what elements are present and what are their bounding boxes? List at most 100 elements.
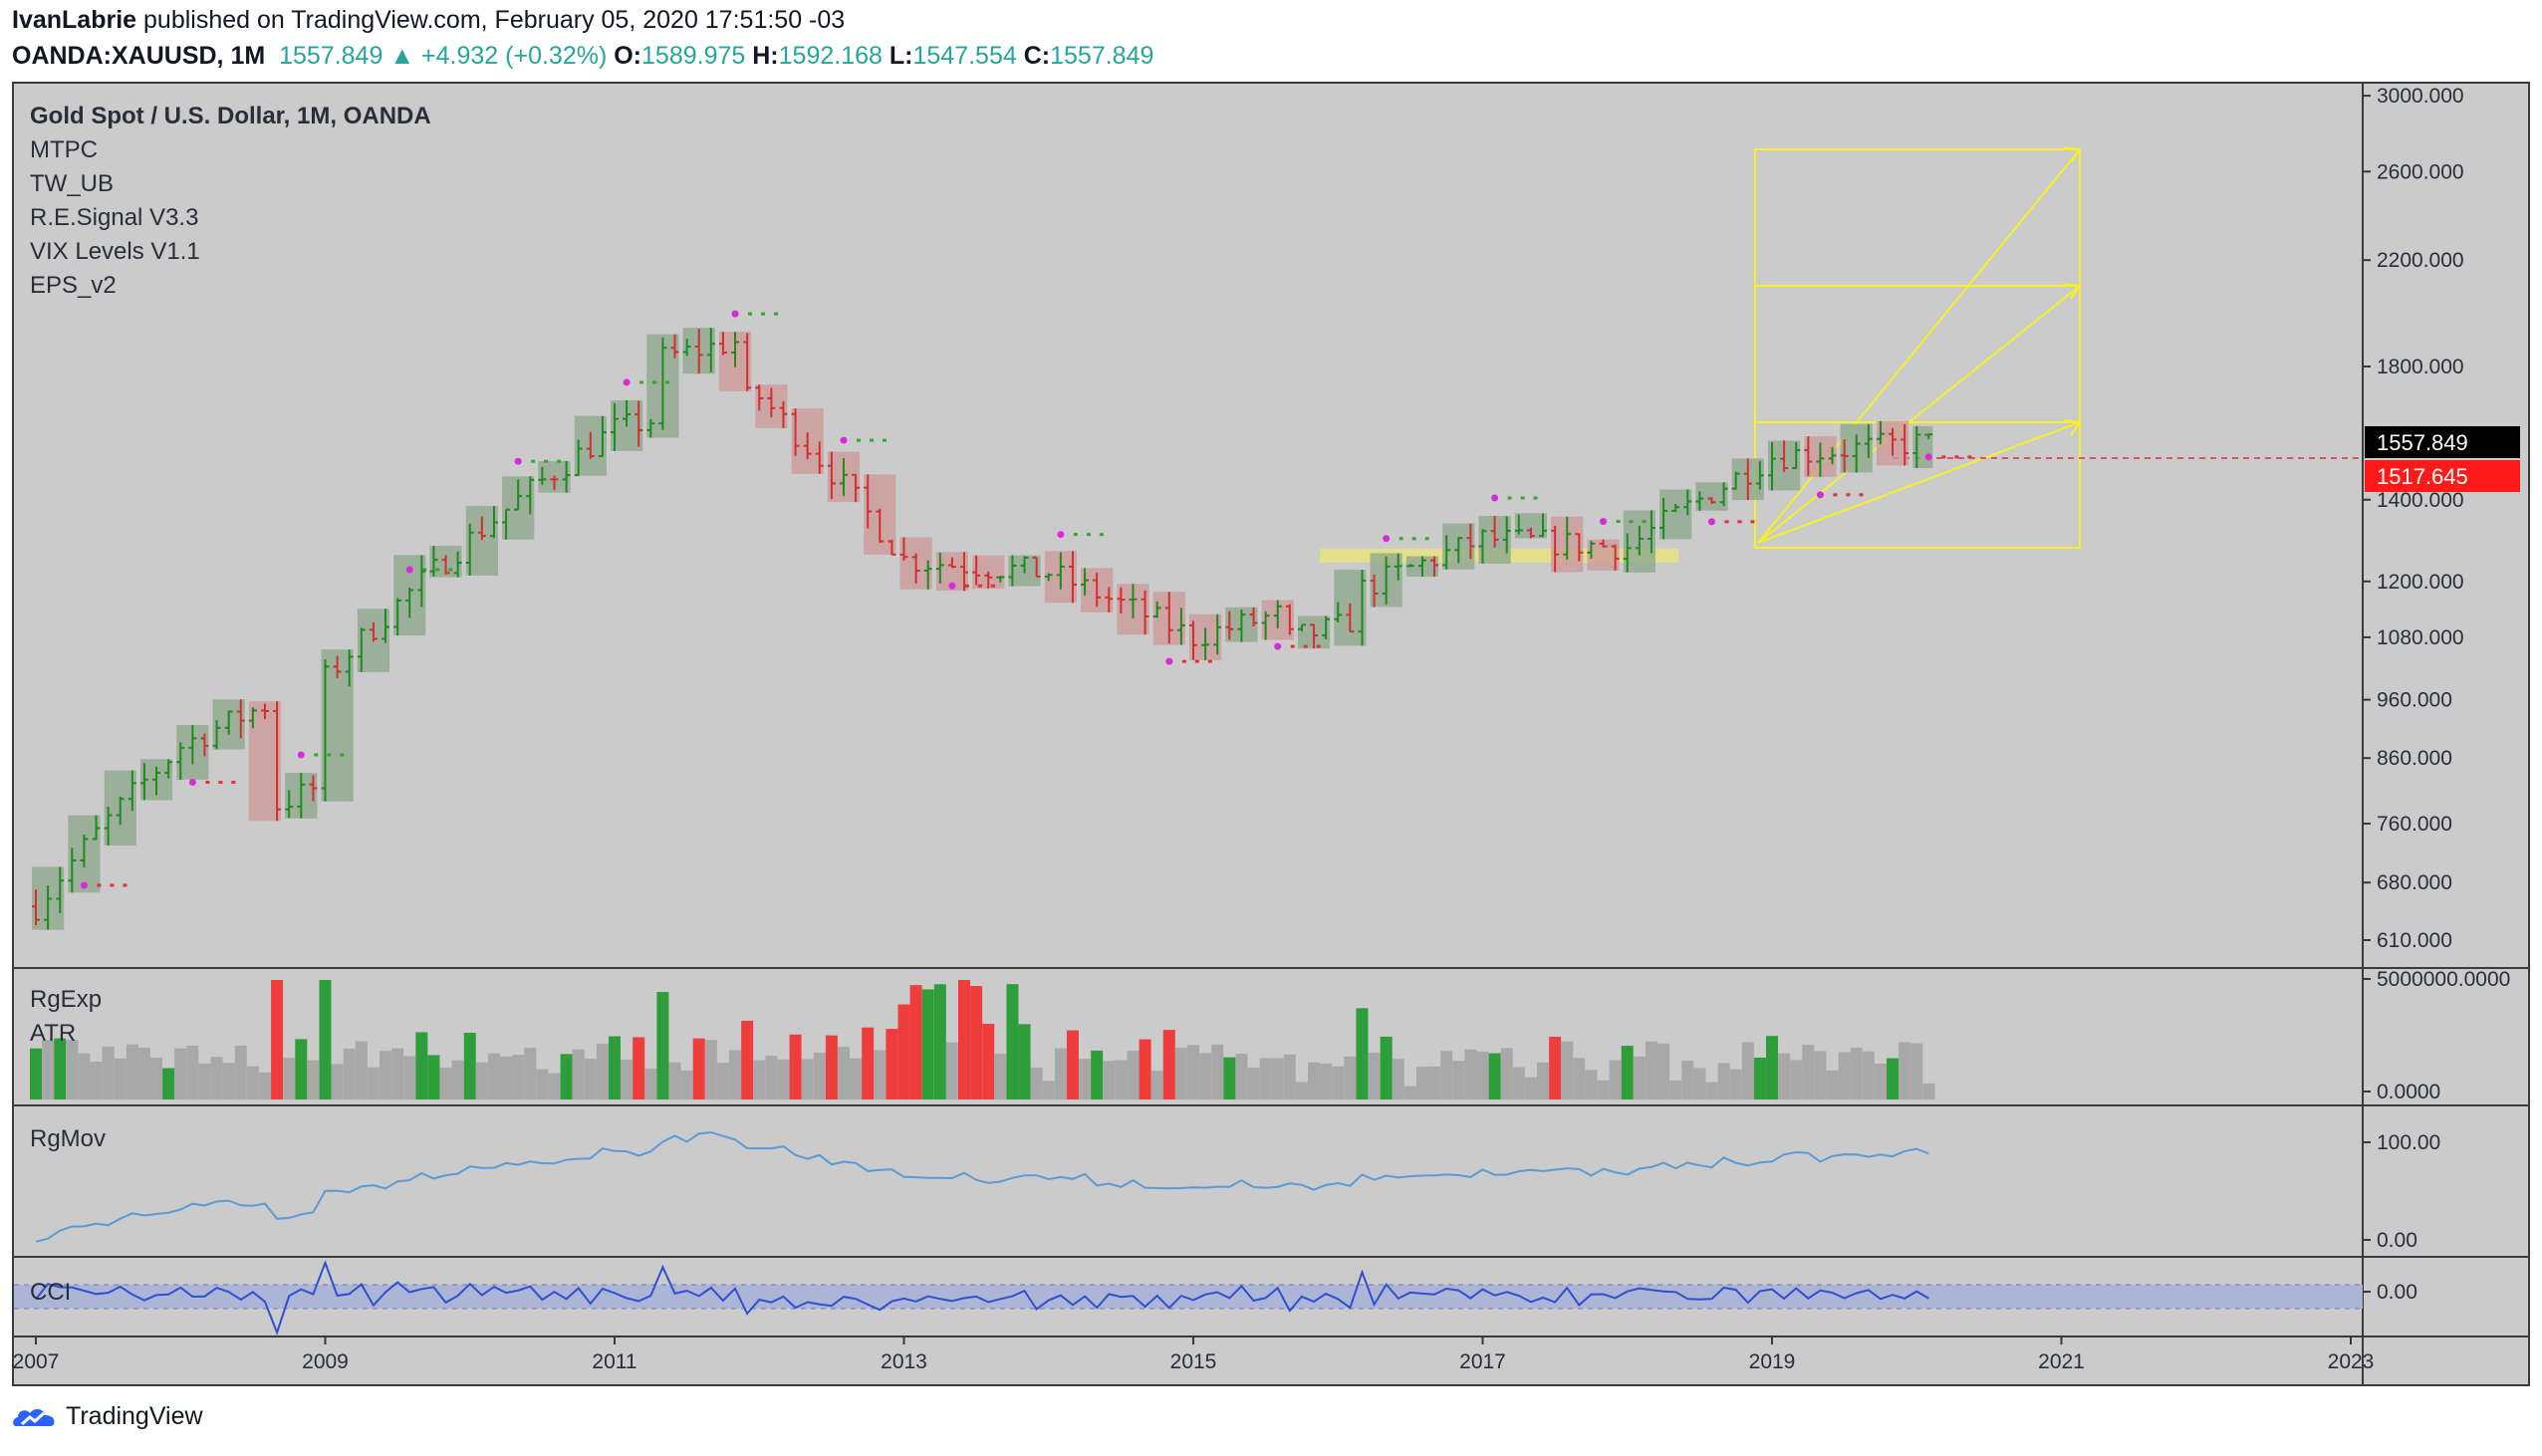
price-tick-label: 2600.000 (2377, 160, 2464, 183)
volume-bar (1150, 1071, 1163, 1099)
signal-dash (1411, 537, 1416, 541)
signal-dash (1859, 493, 1864, 497)
signal-dash (544, 459, 549, 463)
volume-bar (343, 1048, 356, 1099)
volume-bar (596, 1044, 609, 1099)
volume-bar (1766, 1036, 1778, 1099)
volume-bar (874, 1050, 887, 1099)
signal-dot (297, 751, 305, 759)
pane-tick-label: 0.00 (2377, 1229, 2417, 1252)
volume-bar (524, 1048, 537, 1099)
volume-bar (704, 1040, 717, 1099)
volume-bar (584, 1059, 597, 1099)
high-value: 1592.168 (778, 42, 883, 70)
volume-bar (1235, 1054, 1248, 1099)
author-name[interactable]: IvanLabrie (12, 6, 137, 34)
fib-arrowhead (2063, 419, 2081, 436)
fib-arrowhead (2063, 146, 2081, 163)
time-tick-label: 2011 (592, 1350, 636, 1373)
volume-bar (1295, 1082, 1308, 1099)
legend-item[interactable]: EPS_v2 (30, 272, 117, 299)
pane-tick-label: 100.00 (2377, 1131, 2440, 1154)
volume-bar (1030, 1067, 1043, 1099)
volume-bar (1115, 1060, 1128, 1099)
volume-bar (994, 1054, 1007, 1099)
signal-dot (1600, 518, 1608, 526)
signal-dot (731, 310, 739, 318)
volume-bar (1174, 1048, 1187, 1099)
signal-dash (1316, 644, 1321, 648)
signal-dash (1954, 455, 1959, 459)
volume-bar (54, 1038, 67, 1099)
volume-bar (1042, 1081, 1055, 1099)
volume-bar (1162, 1030, 1175, 1099)
signal-dot (1165, 657, 1173, 665)
fib-arrow (1757, 285, 2081, 544)
signal-dash (1398, 537, 1403, 541)
volume-bar (970, 986, 983, 1099)
volume-bar (126, 1044, 138, 1099)
signal-dash (231, 780, 236, 784)
signal-dash (977, 584, 982, 588)
volume-bar (1344, 1056, 1357, 1099)
time-tick-label: 2023 (2328, 1350, 2375, 1373)
ref-price-badge-label: 1517.645 (2377, 464, 2468, 489)
legend-item[interactable]: MTPC (30, 136, 98, 163)
signal-dash (964, 584, 969, 588)
legend-item[interactable]: TW_UB (30, 170, 114, 197)
volume-bar (487, 1053, 500, 1099)
volume-bar (283, 1058, 296, 1099)
volume-bar (945, 1042, 958, 1099)
rgmov-line (35, 1131, 1929, 1243)
volume-bar (90, 1061, 103, 1099)
signal-dot (1707, 518, 1715, 526)
pane-label-cci[interactable]: CCI (30, 1279, 72, 1306)
volume-bar (1500, 1048, 1513, 1099)
last-price-badge-label: 1557.849 (2377, 430, 2468, 455)
quarter-box (1695, 482, 1728, 511)
signal-dot (840, 436, 848, 444)
volume-bar (222, 1063, 235, 1099)
price-tick-label: 3000.000 (2377, 85, 2464, 108)
volume-bar (1403, 1086, 1416, 1099)
volume-bar (1645, 1041, 1657, 1099)
volume-bar (1211, 1044, 1224, 1099)
fib-arrow (1757, 148, 2081, 544)
signal-dash (327, 753, 332, 757)
volume-bar (1826, 1070, 1839, 1099)
volume-bar (1729, 1069, 1742, 1099)
volume-bar (391, 1048, 404, 1099)
publish-info: published on TradingView.com, February 0… (136, 6, 846, 34)
open-value: 1589.975 (641, 42, 746, 70)
volume-bar (1415, 1067, 1428, 1099)
volume-bar (1741, 1042, 1754, 1099)
volume-bar (307, 1060, 320, 1099)
pane-label-rgexp[interactable]: RgExp (30, 986, 103, 1013)
volume-bar (933, 984, 946, 1099)
volume-bar (633, 1037, 645, 1099)
volume-bar (1054, 1048, 1067, 1099)
legend-item[interactable]: R.E.Signal V3.3 (30, 204, 199, 231)
price-tick-label: 860.000 (2377, 747, 2452, 770)
volume-bar (210, 1057, 223, 1099)
volume-bar (1585, 1070, 1598, 1099)
volume-bar (380, 1051, 392, 1099)
tradingview-logo-icon (13, 1408, 55, 1426)
volume-bar (319, 980, 332, 1099)
symbol-name[interactable]: OANDA:XAUUSD, 1M (12, 42, 266, 70)
signal-dash (314, 753, 319, 757)
volume-bar (271, 980, 284, 1099)
pane-label-atr[interactable]: ATR (30, 1020, 77, 1047)
footer-brand[interactable]: TradingView (12, 1402, 203, 1431)
volume-bar (1103, 1061, 1116, 1099)
legend-item[interactable]: VIX Levels V1.1 (30, 238, 200, 265)
signal-dash (856, 438, 861, 442)
pane-label-rgmov[interactable]: RgMov (30, 1125, 107, 1152)
legend-title[interactable]: Gold Spot / U.S. Dollar, 1M, OANDA (30, 103, 431, 129)
volume-bar (1368, 1053, 1381, 1099)
volume-bar (609, 1036, 621, 1099)
signal-dash (1967, 455, 1972, 459)
chart-frame[interactable] (12, 82, 2530, 1386)
volume-bar (1392, 1059, 1404, 1099)
